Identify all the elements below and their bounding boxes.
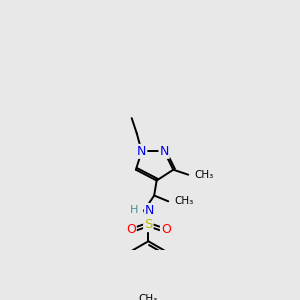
Text: O: O	[126, 223, 136, 236]
Text: CH₃: CH₃	[139, 294, 158, 300]
Text: N: N	[145, 204, 154, 217]
Text: O: O	[161, 223, 171, 236]
Text: S: S	[144, 218, 152, 231]
Text: H: H	[130, 205, 138, 214]
Text: CH₃: CH₃	[194, 170, 213, 180]
Text: N: N	[137, 145, 146, 158]
Text: CH₃: CH₃	[174, 196, 194, 206]
Text: N: N	[160, 145, 169, 158]
